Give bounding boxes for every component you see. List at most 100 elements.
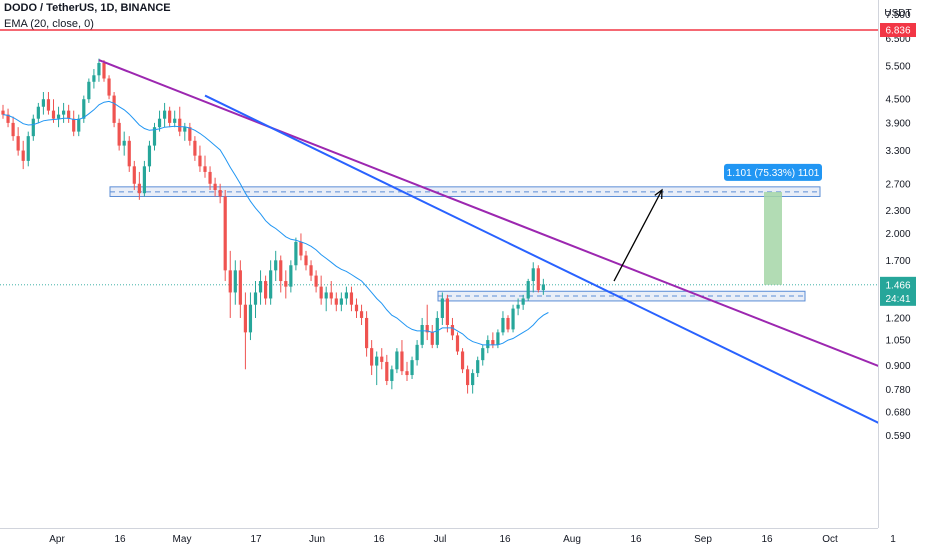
candle [87,78,91,103]
candle [97,58,101,82]
candle [309,260,313,282]
candle [445,294,449,333]
candle [117,118,121,151]
candle [92,69,96,89]
candle [450,317,455,341]
blue-trendline[interactable] [204,94,922,445]
time-tick-label: Jun [309,534,325,545]
candle [284,270,288,299]
projection-badge[interactable] [724,163,822,181]
candle [62,102,66,123]
last-price-badge [880,276,916,306]
price-tick-label: 1.050 [885,336,910,347]
price-tick-label: 5.500 [885,62,910,73]
price-tick-label: 0.680 [885,407,910,418]
candle [380,348,384,370]
time-tick-label: 16 [114,534,126,545]
candle [253,281,258,318]
candle [481,344,485,366]
candle [425,304,429,341]
candle [142,160,146,197]
candle [400,340,404,376]
candle [269,260,273,305]
candle [476,356,480,377]
candle [304,250,308,271]
candle [541,278,545,295]
candle [294,237,298,271]
plot-area[interactable] [0,29,932,445]
candle [430,325,434,349]
candle [163,102,167,128]
candle [238,260,242,318]
currency-label[interactable]: USDT [884,8,911,19]
candle [516,298,520,316]
candle [354,298,359,318]
candle [334,292,338,312]
candle [521,294,525,310]
price-tick-label: 1.200 [885,313,910,324]
candle [359,304,364,326]
candle [299,233,303,261]
arrow-head [654,188,663,200]
candle [349,286,354,312]
target-arrow[interactable] [613,189,663,282]
candle [112,92,116,128]
candle [36,102,40,123]
price-tick-label: 0.590 [885,431,910,442]
price-tick-label: 2.000 [885,229,910,240]
candle [319,275,323,305]
price-tick-label: 0.900 [885,361,910,372]
purple-trendline[interactable] [98,59,932,433]
candle [1,104,5,119]
candle [168,106,172,128]
candle [102,60,106,82]
projection-label: 1.101 (75.33%) 1101 [727,168,820,179]
candle [213,177,217,197]
candle [208,166,212,190]
candle [486,335,490,354]
time-tick-label: 17 [250,534,262,545]
candle [183,122,187,141]
candle [233,260,237,305]
last-price-label: 1.466 [885,280,910,291]
candle [506,315,510,333]
time-tick-label: 1 [890,534,896,545]
candle [455,332,460,355]
candle [405,361,409,381]
candle [339,292,343,312]
candle [51,99,56,123]
candle [471,369,475,394]
ema-line [2,100,549,346]
candle [440,292,444,326]
candle [420,317,424,349]
time-tick-label: Sep [694,534,712,545]
candle [466,365,470,394]
price-tick-label: 2.300 [885,206,910,217]
ema-indicator-label[interactable]: EMA (20, close, 0) [4,18,94,30]
candle [21,140,25,170]
candle [77,114,81,137]
price-projection-box[interactable] [764,191,782,285]
time-tick-label: 16 [373,534,385,545]
time-tick-label: Jul [434,534,447,545]
candle [410,356,414,379]
candle [26,131,30,167]
candle [122,131,126,156]
time-tick-label: Apr [49,534,65,545]
time-axis[interactable]: Apr 16 May 17 Jun 16 Jul 16 Aug 16 Sep 16 Oct 1 [49,534,896,545]
symbol-title[interactable]: DODO / TetherUS, 1D, BINANCE [4,2,171,14]
price-axis[interactable]: 7.500 6.500 5.500 4.500 3.900 3.300 2.700 2.300… [880,8,916,442]
candle [188,122,192,146]
candle [531,262,535,293]
overlays: 1.101 (75.33%) 1101 [724,163,822,181]
candle [127,136,131,172]
candle [365,311,369,357]
resistance-price-label: 6.836 [885,26,910,37]
candle [526,278,530,301]
time-tick-label: 16 [499,534,511,545]
candle [56,106,61,128]
candle [16,127,20,156]
price-tick-label: 0.780 [885,385,910,396]
candle [395,348,399,374]
